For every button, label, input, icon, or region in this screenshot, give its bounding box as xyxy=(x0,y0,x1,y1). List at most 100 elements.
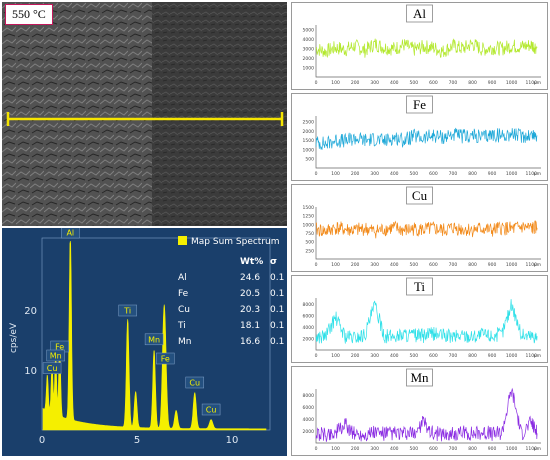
profile-axes xyxy=(315,389,541,444)
profile-axes xyxy=(315,25,541,78)
x-tick-label: 200 xyxy=(351,446,360,452)
x-tick-label: 0 xyxy=(39,435,45,446)
profile-title-box xyxy=(406,4,433,23)
peak-label: Fe xyxy=(55,343,64,352)
profile-ti: Ti 2000 4000 6000 8000 0 100 200 300 400 500 600 700… xyxy=(291,275,548,363)
x-tick-label: 900 xyxy=(488,446,497,452)
y-tick-label: 8000 xyxy=(303,393,315,399)
sem-texture xyxy=(2,2,287,226)
x-tick-label: 1100 xyxy=(525,80,537,86)
y-tick-label: 4000 xyxy=(303,417,315,423)
x-tick-label: 700 xyxy=(449,446,458,452)
profile-title: Al xyxy=(413,6,426,21)
x-tick-label: 600 xyxy=(429,262,438,268)
x-tick-label: 700 xyxy=(449,353,458,359)
x-tick-label: 0 xyxy=(315,262,318,268)
y-tick-label: 4000 xyxy=(303,37,315,43)
y-tick-label: 8000 xyxy=(303,302,315,308)
x-tick-label: 300 xyxy=(370,80,379,86)
table-cell: 24.6 xyxy=(240,273,260,283)
y-tick-label: 6000 xyxy=(303,405,315,411)
legend-swatch xyxy=(178,236,187,245)
profile-title-box xyxy=(406,277,433,296)
x-tick-label: 700 xyxy=(449,80,458,86)
x-tick-label: 800 xyxy=(468,446,477,452)
x-tick-label: 1100 xyxy=(525,171,537,177)
table-cell: Mn xyxy=(178,337,191,347)
x-unit-label: µm xyxy=(534,81,541,86)
x-tick-label: 500 xyxy=(410,80,419,86)
y-tick-label: 3000 xyxy=(303,47,315,53)
spectrum-fill xyxy=(42,240,267,431)
y-axis-label: cps/eV xyxy=(9,322,19,353)
x-tick-label: 700 xyxy=(449,171,458,177)
y-tick-label: 750 xyxy=(305,231,314,237)
x-tick-label: 200 xyxy=(351,80,360,86)
profile-title: Mn xyxy=(410,370,429,385)
x-tick-label: 300 xyxy=(370,262,379,268)
profile-cu: Cu 250 500 750 1000 1250 1500 0 100 200 300 400 500 6… xyxy=(291,184,548,272)
table-cell: 0.1 xyxy=(270,289,284,299)
table-cell: Fe xyxy=(178,289,189,299)
profile-title: Cu xyxy=(412,188,428,203)
profile-axes xyxy=(315,298,541,351)
profile-title: Ti xyxy=(414,279,425,294)
x-tick-label: 500 xyxy=(410,446,419,452)
profile-series-line xyxy=(315,220,538,239)
table-cell: 20.3 xyxy=(240,305,260,315)
x-tick-label: 400 xyxy=(390,353,399,359)
peak-label-box xyxy=(46,349,65,362)
y-tick-label: 2000 xyxy=(303,56,315,62)
profile-axes xyxy=(315,116,541,169)
y-tick-label: 2000 xyxy=(303,336,315,342)
x-tick-label: 200 xyxy=(351,353,360,359)
peak-label: Al xyxy=(66,229,74,238)
x-tick-label: 100 xyxy=(331,262,340,268)
peak-label-box xyxy=(42,362,62,374)
x-tick-label: 0 xyxy=(315,353,318,359)
x-tick-label: 300 xyxy=(370,171,379,177)
table-cell: 0.1 xyxy=(270,321,284,331)
x-tick-label: 400 xyxy=(390,171,399,177)
x-tick-label: 0 xyxy=(315,80,318,86)
y-tick-label: 250 xyxy=(305,248,314,254)
table-cell: 0.1 xyxy=(270,273,284,283)
x-tick-label: 800 xyxy=(468,80,477,86)
x-tick-label: 1000 xyxy=(506,80,518,86)
x-tick-label: 500 xyxy=(410,353,419,359)
table-cell: Ti xyxy=(177,321,186,331)
y-tick-label: 10 xyxy=(24,366,37,377)
x-tick-label: 100 xyxy=(331,353,340,359)
profile-series-line xyxy=(315,299,538,344)
x-tick-label: 10 xyxy=(226,435,239,446)
y-tick-label: 1500 xyxy=(303,205,315,211)
profile-al: Al 1000 2000 3000 4000 5000 0 100 200 300 400 500 60… xyxy=(291,2,548,90)
table-cell: 20.5 xyxy=(240,289,260,299)
peak-label: Mn xyxy=(50,352,62,361)
x-tick-label: 900 xyxy=(488,80,497,86)
y-tick-label: 1250 xyxy=(303,214,315,220)
x-tick-label: 400 xyxy=(390,80,399,86)
x-tick-label: 600 xyxy=(429,171,438,177)
profile-title-box xyxy=(406,95,433,114)
profile-series-line xyxy=(315,387,538,442)
table-cell: Al xyxy=(178,273,187,283)
y-tick-label: 500 xyxy=(305,240,314,246)
peak-label-box xyxy=(201,403,221,416)
table-cell: 0.1 xyxy=(270,337,284,347)
x-unit-label: µm xyxy=(534,172,541,177)
x-tick-label: 300 xyxy=(370,446,379,452)
x-unit-label: µm xyxy=(534,354,541,359)
x-tick-label: 1100 xyxy=(525,446,537,452)
x-tick-label: 100 xyxy=(331,80,340,86)
x-tick-label: 1000 xyxy=(506,171,518,177)
peak-label-box xyxy=(144,333,164,346)
peak-label-box xyxy=(185,376,205,389)
eds-spectrum-panel: 20 10 0 5 10 cps/eV Al Ti Mn Fe Cu Fe Mn Cu Cu Map Sum … xyxy=(2,228,287,456)
profile-title-box xyxy=(406,368,433,387)
x-tick-label: 800 xyxy=(468,353,477,359)
x-tick-label: 900 xyxy=(488,171,497,177)
y-tick-label: 20 xyxy=(24,306,37,317)
x-tick-label: 900 xyxy=(488,353,497,359)
x-tick-label: 300 xyxy=(370,353,379,359)
